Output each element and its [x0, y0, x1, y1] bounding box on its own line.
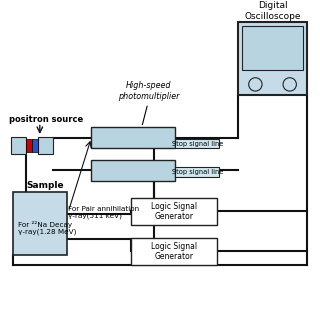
Text: High-speed
photomultiplier: High-speed photomultiplier — [118, 81, 179, 125]
Circle shape — [283, 78, 296, 91]
Bar — [13, 192, 67, 255]
Bar — [38, 137, 53, 154]
Text: For Pair annihilation
γ-ray(511 keV): For Pair annihilation γ-ray(511 keV) — [68, 205, 140, 219]
Bar — [32, 139, 38, 152]
Bar — [175, 139, 219, 148]
Text: Stop signal line: Stop signal line — [172, 169, 223, 175]
Bar — [91, 160, 175, 181]
Bar — [242, 26, 303, 70]
Text: Digital
Oscilloscope: Digital Oscilloscope — [244, 1, 301, 20]
Bar — [132, 198, 217, 225]
Bar — [238, 22, 307, 95]
Text: positron source: positron source — [9, 115, 84, 124]
Text: Logic Signal
Generator: Logic Signal Generator — [151, 202, 197, 221]
Bar — [132, 238, 217, 265]
Bar — [175, 167, 219, 177]
Text: Sample: Sample — [27, 181, 64, 190]
Bar — [11, 137, 27, 154]
Text: Stop signal line: Stop signal line — [172, 140, 223, 147]
Bar — [27, 139, 32, 152]
Text: For ²²Na Decay
γ-ray(1.28 MeV): For ²²Na Decay γ-ray(1.28 MeV) — [19, 220, 77, 235]
Text: Logic Signal
Generator: Logic Signal Generator — [151, 242, 197, 261]
Bar — [91, 127, 175, 148]
Circle shape — [249, 78, 262, 91]
